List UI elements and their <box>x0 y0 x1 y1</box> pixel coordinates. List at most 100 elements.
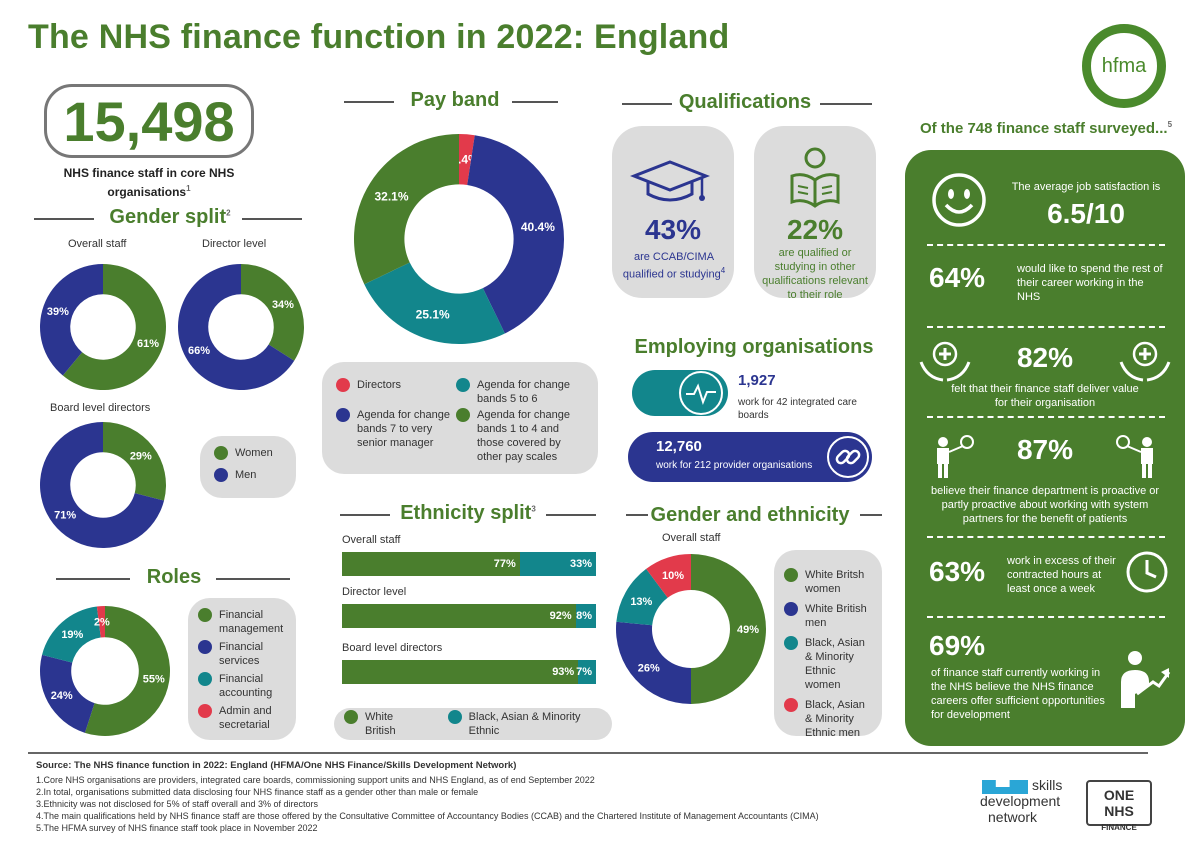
ethnicity-bar: 93% 7% <box>342 660 596 684</box>
footer-note-3: 3.Ethnicity was not disclosed for 5% of … <box>36 799 318 809</box>
ethnicity-row-label: Director level <box>342 586 407 598</box>
employing-title: Employing organisations <box>634 336 874 358</box>
ethnicity-bar: 92% 8% <box>342 604 596 628</box>
donut-slice-agenda-for-change-bands-1-to-4-and-those-covered-by-other-pay-scales <box>354 134 459 285</box>
ethnicity-title: Ethnicity split3 <box>394 502 542 525</box>
donut-slice-men <box>39 264 103 376</box>
satisfaction-value: 6.5/10 <box>1047 198 1125 229</box>
qual-ccab-value: 43% <box>644 214 702 245</box>
qual-ccab-text: are CCAB/CIMA qualified or studying4 <box>620 250 728 282</box>
donut-gender-overall: 61% 39% <box>39 264 167 390</box>
survey-panel: The average job satisfaction is 6.5/10 6… <box>905 150 1185 746</box>
legend-directors-label: Directors <box>357 379 402 391</box>
reading-person-icon <box>790 147 840 208</box>
donut-label: 49% <box>737 624 759 636</box>
donut-label: 32.1% <box>374 189 408 203</box>
donut-slice-women <box>62 264 167 390</box>
stat-63-text: work in excess of their contracted hours… <box>1007 555 1116 595</box>
qual-title: Qualifications <box>678 91 812 113</box>
link-chain-icon <box>827 436 869 478</box>
donut-slice-agenda-for-change-bands-5-to-6 <box>364 262 505 344</box>
legend-fin-accounting: Financial accounting <box>198 672 286 700</box>
headline-number: 15,498 <box>44 84 254 158</box>
stat-64-value: 64% <box>929 262 986 293</box>
gender-title-text: Gender split <box>109 206 227 228</box>
idea-person-icon-left <box>937 435 974 478</box>
ge-sub: Overall staff <box>662 532 721 544</box>
growth-person-icon <box>1121 651 1171 708</box>
donut-label: 10% <box>662 570 684 582</box>
legend-band1-swatch <box>456 408 470 422</box>
stat-69-text: of finance staff currently working in th… <box>931 667 1105 721</box>
qual-rule-right <box>820 103 872 105</box>
donut-slice-men <box>178 264 295 390</box>
sdn-logo-text-3: network <box>988 809 1038 825</box>
legend-wb-men-swatch <box>784 602 798 616</box>
divider-1 <box>927 244 1165 246</box>
donut-slice-black-asian-minority-ethnic-women <box>616 568 668 626</box>
legend-bame-men: Black, Asian & Minority Ethnic men <box>784 698 872 740</box>
donut-label: 24% <box>51 690 73 702</box>
donut-label: 26% <box>638 662 660 674</box>
bar-segment-white-british: 92% <box>342 604 576 628</box>
legend-admin-swatch <box>198 704 212 718</box>
legend-band5: Agenda for change bands 5 to 6 <box>456 378 588 406</box>
sdn-logo-mark <box>982 780 1028 794</box>
stat-69-value: 69% <box>929 630 986 661</box>
legend-band7: Agenda for change bands 7 to very senior… <box>336 408 456 450</box>
donut-slice-men <box>40 422 165 548</box>
legend-men-swatch <box>214 468 228 482</box>
legend-women-label: Women <box>235 447 273 459</box>
qual-other-text: are qualified or studying in other quali… <box>762 247 868 301</box>
legend-women-swatch <box>214 446 228 460</box>
care-hands-icon-right <box>1119 341 1171 382</box>
footer-note-2: 2.In total, organisations submitted data… <box>36 787 479 797</box>
stat-82-value: 82% <box>1016 342 1074 373</box>
gender-title: Gender split2 <box>100 206 240 229</box>
donut-slice-women <box>103 422 166 501</box>
satisfaction-label: The average job satisfaction is <box>1011 181 1161 193</box>
ethnicity-legend: White British Black, Asian & Minority Et… <box>334 708 612 740</box>
sdn-logo-text-1: skills <box>1032 777 1063 793</box>
legend-band5-label: Agenda for change bands 5 to 6 <box>477 379 570 405</box>
gender-rule-left <box>34 218 94 220</box>
legend-bame-swatch <box>447 710 462 724</box>
legend-men: Men <box>214 468 282 482</box>
stat-82-text: felt that their finance staff deliver va… <box>951 383 1139 409</box>
legend-directors-swatch <box>336 378 350 392</box>
qual-other-value: 22% <box>786 214 844 245</box>
donut-label: 61% <box>137 338 159 350</box>
hfma-logo-text: hfma <box>1101 54 1147 77</box>
hfma-logo: hfma <box>1082 24 1166 108</box>
donut-slice-black-asian-minority-ethnic-men <box>646 554 691 598</box>
qual-rule-left <box>622 103 672 105</box>
payband-rule-left <box>344 101 394 103</box>
bar-segment-bame: 33% <box>519 552 596 576</box>
legend-wb-men-label: White British men <box>805 603 867 629</box>
roles-rule-right <box>216 578 290 580</box>
legend-white-british: White British <box>344 710 426 738</box>
qual-box-ccab: 43% are CCAB/CIMA qualified or studying4 <box>612 126 734 298</box>
provider-value: 12,760 <box>656 438 702 455</box>
legend-fin-services: Financial services <box>198 640 286 668</box>
legend-wb-men: White British men <box>784 602 872 630</box>
legend-band7-label: Agenda for change bands 7 to very senior… <box>357 409 450 449</box>
stat-87-value: 87% <box>1016 434 1074 465</box>
ethnicity-row-label: Board level directors <box>342 642 443 654</box>
legend-admin: Admin and secretarial <box>198 704 286 732</box>
divider-2 <box>927 326 1165 328</box>
legend-fin-mgmt: Financial management <box>198 608 286 636</box>
footer-divider <box>28 752 1148 754</box>
donut-label: 40.4% <box>521 220 555 234</box>
headline-note: 1 <box>186 184 191 193</box>
legend-wb-women-swatch <box>784 568 798 582</box>
graduation-cap-icon <box>630 160 710 202</box>
gender-board-label: Board level directors <box>50 402 151 414</box>
donut-label: 55% <box>143 674 165 686</box>
legend-fin-services-swatch <box>198 640 212 654</box>
ge-rule-right <box>860 514 882 516</box>
donut-slice-admin-and-secretarial <box>96 606 105 638</box>
gender-overall-label: Overall staff <box>68 238 127 250</box>
bar-segment-white-british: 77% <box>342 552 520 576</box>
payband-rule-right <box>512 101 558 103</box>
